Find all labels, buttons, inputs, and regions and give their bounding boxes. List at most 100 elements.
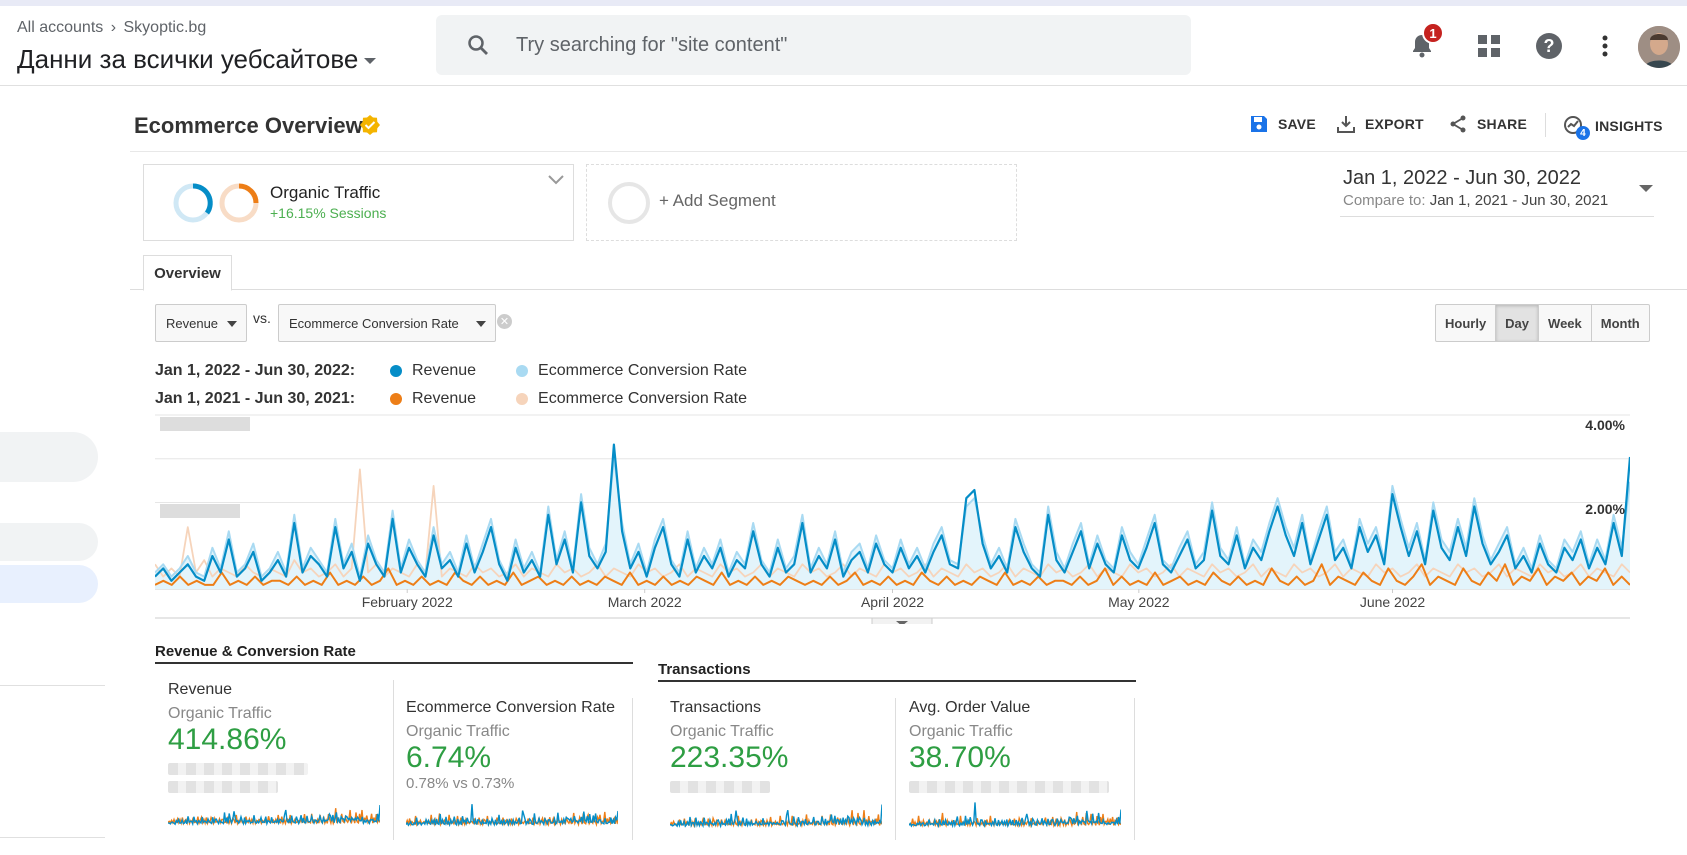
card-revenue[interactable]: Revenue Organic Traffic 414.86% [167, 681, 388, 832]
redacted-y-label [160, 417, 250, 431]
segment-donut-icon [173, 183, 259, 223]
top-header: All accounts › Skyoptic.bg Данни за всич… [0, 6, 1687, 86]
metric1-select[interactable]: Revenue [155, 304, 247, 342]
legend-revenue-prev[interactable]: Revenue [412, 390, 477, 407]
sparkline-conversion [405, 804, 619, 828]
legend-previous: Jan 1, 2021 - Jun 30, 2021: Revenue Ecom… [155, 390, 757, 408]
card-avg-order-value[interactable]: Avg. Order Value Organic Traffic 38.70% [908, 699, 1129, 834]
sparkline-aov [908, 802, 1122, 829]
add-segment-button[interactable]: + Add Segment [586, 164, 1017, 241]
save-icon [1251, 116, 1267, 132]
redacted-y-label [160, 504, 240, 518]
x-tick-label: February 2022 [362, 594, 453, 610]
more-vert-icon [1602, 35, 1608, 57]
search-icon [468, 35, 488, 55]
card-value: 223.35% [670, 741, 789, 774]
caret-down-icon [1639, 185, 1653, 192]
card-transactions[interactable]: Transactions Organic Traffic 223.35% [669, 699, 890, 834]
date-range-compare: Compare to: Jan 1, 2021 - Jun 30, 2021 [1343, 192, 1608, 209]
sparkline-current [168, 804, 381, 827]
date-range-picker[interactable]: Jan 1, 2022 - Jun 30, 2022 Compare to: J… [1340, 167, 1654, 217]
svg-text:?: ? [1544, 36, 1555, 56]
date-range-primary: Jan 1, 2022 - Jun 30, 2022 [1343, 167, 1581, 189]
legend-revenue[interactable]: Revenue [412, 362, 477, 379]
card-title: Transactions [670, 699, 761, 716]
card-conversion-rate[interactable]: Ecommerce Conversion Rate Organic Traffi… [405, 699, 626, 833]
card-divider [1134, 698, 1135, 840]
more-options-button[interactable] [1587, 28, 1623, 64]
breadcrumb-site[interactable]: Skyoptic.bg [123, 19, 207, 36]
add-segment-circle-icon [608, 182, 650, 224]
x-tick-label: April 2022 [861, 594, 924, 610]
share-label: SHARE [1477, 116, 1528, 132]
insights-icon-wrap: 4 [1563, 115, 1590, 140]
granularity-week[interactable]: Week [1538, 305, 1591, 341]
card-segment: Organic Traffic [406, 723, 510, 740]
account-selector[interactable]: Данни за всички уебсайтове [17, 44, 377, 75]
share-icon [1450, 115, 1466, 133]
apps-button[interactable] [1471, 28, 1507, 64]
segment-organic-traffic[interactable]: Organic Traffic +16.15% Sessions [143, 164, 574, 241]
page-title: Ecommerce Overview [134, 113, 363, 138]
chevron-down-icon[interactable] [548, 175, 564, 185]
metric2-select[interactable]: Ecommerce Conversion Rate [278, 304, 496, 342]
redacted-value [168, 763, 308, 775]
tab-overview[interactable]: Overview [143, 255, 232, 291]
clear-metric-icon[interactable]: ✕ [497, 314, 512, 329]
chevron-right-icon: › [110, 19, 117, 36]
nav-item-blurred[interactable] [0, 432, 98, 482]
sparkline-transactions [669, 804, 883, 829]
section-transactions-title: Transactions [658, 661, 751, 678]
granularity-hourly[interactable]: Hourly [1445, 315, 1487, 331]
help-button[interactable]: ? [1531, 28, 1567, 64]
top-accent-strip [0, 0, 1687, 6]
search-input[interactable] [516, 15, 1166, 75]
insights-count-badge: 4 [1576, 126, 1590, 140]
card-divider [632, 698, 633, 840]
save-button[interactable]: SAVE [1250, 115, 1316, 133]
card-divider [393, 680, 394, 840]
tab-bar-line [130, 289, 1687, 290]
breadcrumb[interactable]: All accounts › Skyoptic.bg [17, 19, 206, 37]
nav-item-blurred[interactable] [0, 523, 98, 561]
legend-conversion[interactable]: Ecommerce Conversion Rate [538, 362, 748, 379]
card-value: 414.86% [168, 723, 287, 756]
legend-dot-revenue [390, 365, 402, 377]
card-title: Ecommerce Conversion Rate [406, 699, 615, 716]
segment-change: +16.15% Sessions [270, 205, 387, 221]
card-title: Revenue [168, 681, 233, 698]
account-title[interactable]: Данни за всички уебсайтове [17, 44, 359, 74]
metric2-value: Ecommerce Conversion Rate [289, 315, 459, 331]
card-segment: Organic Traffic [670, 723, 774, 740]
x-tick-label: March 2022 [608, 594, 682, 610]
granularity-month[interactable]: Month [1590, 305, 1649, 341]
x-tick-label: June 2022 [1360, 594, 1426, 610]
y-tick-label: 2.00% [1585, 501, 1625, 517]
legend-dot-conversion-prev [516, 393, 529, 405]
granularity-day[interactable]: Day [1495, 305, 1539, 341]
insights-button[interactable]: 4 INSIGHTS [1563, 115, 1663, 140]
main-chart[interactable]: 4.00% 2.00% February 2022 March 2022 April 2… [155, 414, 1630, 624]
legend-conversion-prev[interactable]: Ecommerce Conversion Rate [538, 390, 748, 407]
section-revenue-conversion-title: Revenue & Conversion Rate [155, 643, 356, 660]
nav-item-active[interactable] [0, 565, 98, 603]
export-label: EXPORT [1365, 116, 1424, 132]
notifications-button[interactable]: 1 [1404, 22, 1444, 64]
export-button[interactable]: EXPORT [1337, 115, 1424, 133]
series-area-conversion [155, 457, 1630, 589]
caret-down-icon [364, 58, 377, 65]
segment-name: Organic Traffic [270, 183, 381, 202]
legend-dot-revenue-prev [390, 393, 402, 405]
caret-down-icon [476, 321, 486, 327]
breadcrumb-all-accounts[interactable]: All accounts [17, 19, 104, 36]
card-divider [895, 698, 896, 840]
search-bar[interactable] [436, 15, 1191, 75]
report-header: Ecommerce Overview SAVE EXPORT SHARE 4 I… [130, 88, 1687, 152]
verified-badge-icon [360, 115, 380, 135]
card-value: 38.70% [909, 741, 1011, 774]
legend-current: Jan 1, 2022 - Jun 30, 2022: Revenue Ecom… [155, 362, 757, 380]
sparkline-revenue [167, 804, 381, 827]
user-photo-icon [1638, 26, 1680, 68]
avatar[interactable] [1638, 26, 1680, 68]
share-button[interactable]: SHARE [1449, 115, 1527, 133]
